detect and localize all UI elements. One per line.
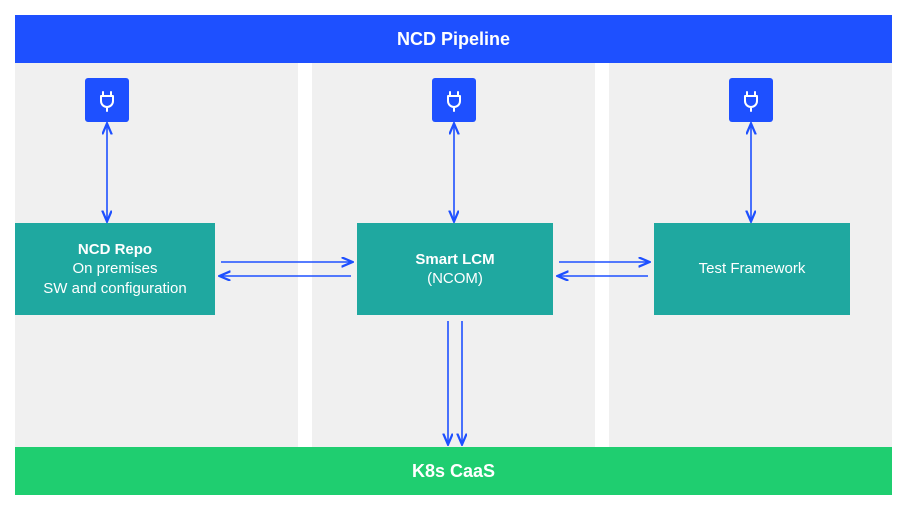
arrows-layer — [0, 0, 907, 510]
